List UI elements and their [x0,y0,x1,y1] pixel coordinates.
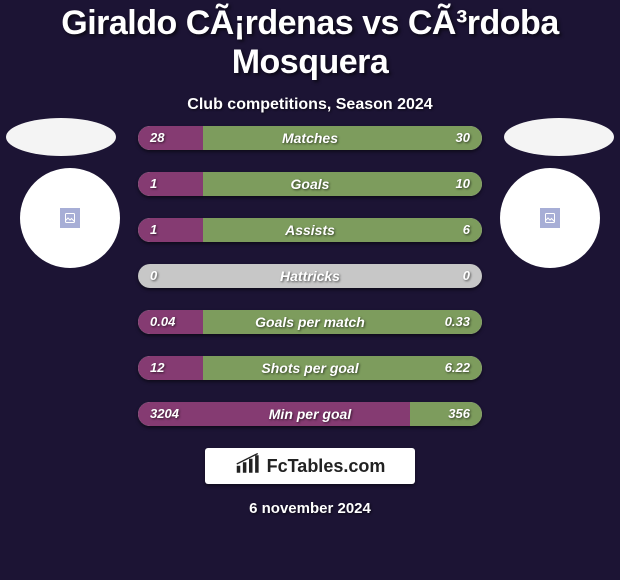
stat-label: Shots per goal [138,356,482,380]
stat-label: Assists [138,218,482,242]
flag-right [504,118,614,156]
stat-row: 3204356Min per goal [138,402,482,426]
footer-brand-text: FcTables.com [267,456,386,477]
chart-icon [235,453,263,480]
image-placeholder-icon [540,208,560,228]
stat-label: Goals [138,172,482,196]
stat-bars: 2830Matches 110Goals 16Assists 00Hattricks 0… [138,126,482,448]
stat-label: Hattricks [138,264,482,288]
stat-label: Goals per match [138,310,482,334]
stat-row: 0.040.33Goals per match [138,310,482,334]
avatar-left [20,168,120,268]
stat-label: Matches [138,126,482,150]
image-placeholder-icon [60,208,80,228]
flag-left [6,118,116,156]
stat-row: 00Hattricks [138,264,482,288]
root: Giraldo CÃ¡rdenas vs CÃ³rdoba Mosquera C… [0,0,620,580]
stat-row: 2830Matches [138,126,482,150]
page-title: Giraldo CÃ¡rdenas vs CÃ³rdoba Mosquera [0,0,620,82]
avatar-right [500,168,600,268]
page-date: 6 november 2024 [0,500,620,517]
footer-logo[interactable]: FcTables.com [205,448,415,484]
stat-label: Min per goal [138,402,482,426]
page-subtitle: Club competitions, Season 2024 [0,96,620,114]
stat-row: 110Goals [138,172,482,196]
stat-row: 126.22Shots per goal [138,356,482,380]
stat-row: 16Assists [138,218,482,242]
